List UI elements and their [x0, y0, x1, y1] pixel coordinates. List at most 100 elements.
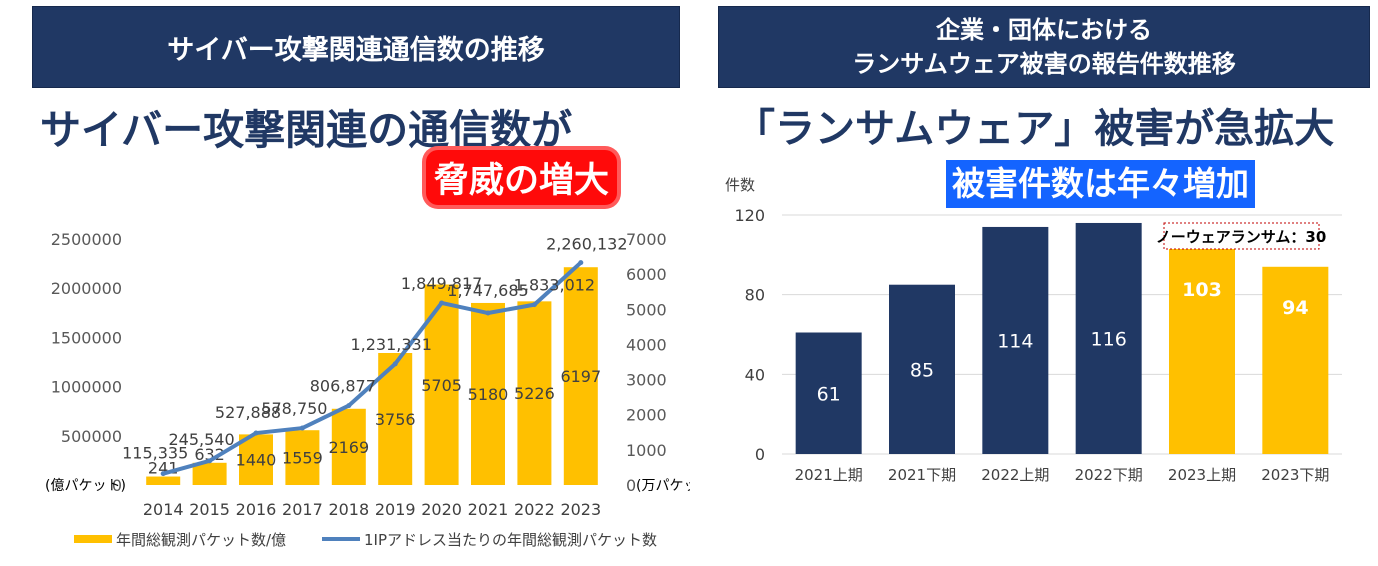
- packet-bar-label: 2169: [328, 438, 369, 457]
- right-axis-tick: 0: [626, 476, 636, 495]
- left-banner-title: サイバー攻撃関連通信数の推移: [167, 34, 545, 66]
- per-ip-point: [578, 260, 584, 266]
- right-axis-tick: 6000: [626, 265, 667, 284]
- left-axis-tick: 1000000: [51, 378, 122, 397]
- period-label: 2022下期: [1075, 466, 1143, 484]
- incident-bar-label: 85: [910, 359, 934, 381]
- right-axis-tick: 7000: [626, 230, 667, 249]
- per-ip-label: 2,260,132: [546, 235, 627, 254]
- packet-bar-label: 632: [194, 445, 225, 464]
- per-ip-label: 245,540: [169, 430, 235, 449]
- packet-bar: [517, 301, 552, 485]
- per-ip-point: [531, 302, 537, 308]
- per-ip-point: [299, 425, 305, 431]
- right-headline: 「ランサムウェア」被害が急拡大: [735, 106, 1335, 152]
- left-axis-tick: 1500000: [51, 328, 122, 347]
- incident-bar: [1169, 248, 1235, 454]
- packet-bar: [563, 267, 598, 485]
- period-label: 2023上期: [1168, 466, 1236, 484]
- left-axis-tick: 2000000: [51, 279, 122, 298]
- per-ip-point: [439, 300, 445, 306]
- legend-bar-swatch: [74, 535, 112, 543]
- incident-bar: [1075, 222, 1142, 454]
- per-ip-label: 806,877: [310, 377, 376, 396]
- right-banner-line2: ランサムウェア被害の報告件数推移: [852, 50, 1236, 78]
- year-label: 2023: [560, 500, 601, 519]
- per-ip-label: 115,335: [122, 444, 188, 463]
- incident-bar-label: 61: [817, 383, 841, 405]
- incident-bar-label: 103: [1182, 279, 1222, 301]
- per-ip-point: [346, 403, 352, 409]
- left-axis-tick: 500000: [61, 427, 122, 446]
- incident-bar-label: 94: [1282, 297, 1308, 319]
- right-axis-tick: 5000: [626, 300, 667, 319]
- right-banner: 企業・団体における ランサムウェア被害の報告件数推移: [718, 6, 1370, 88]
- packet-bar: [239, 434, 273, 485]
- year-label: 2017: [282, 500, 323, 519]
- left-axis-tick: 0: [112, 476, 122, 495]
- legend-bar-label: 年間総観測パケット数/億: [116, 531, 286, 549]
- per-ip-point: [392, 361, 398, 367]
- right-axis-tick: 4000: [626, 335, 667, 354]
- incident-bar: [795, 332, 862, 454]
- packet-bar: [285, 430, 320, 485]
- threat-increase-tag: 脅威の増大: [426, 150, 618, 205]
- year-label: 2015: [189, 500, 230, 519]
- packet-bar-label: 1440: [236, 451, 277, 470]
- year-label: 2018: [328, 500, 369, 519]
- per-ip-point: [160, 471, 166, 477]
- per-ip-label: 1,833,012: [514, 276, 595, 295]
- year-label: 2014: [143, 500, 184, 519]
- packet-bar-label: 3756: [375, 410, 416, 429]
- no-ware-ransom-callout-text: ノーウェアランサム：30: [1156, 228, 1327, 246]
- packet-bar-label: 5180: [468, 385, 509, 404]
- per-ip-line: [162, 261, 583, 476]
- per-ip-label: 578,750: [261, 399, 327, 418]
- packet-bar-label: 5705: [421, 376, 462, 395]
- y-axis-tick: 0: [755, 445, 765, 464]
- packet-bar: [331, 408, 366, 485]
- packet-bar-label: 1559: [282, 449, 323, 468]
- year-label: 2021: [468, 500, 509, 519]
- left-headline: サイバー攻撃関連の通信数が: [40, 106, 573, 154]
- packet-bar: [471, 302, 505, 485]
- packet-bar-label: 6197: [560, 367, 601, 386]
- incident-bar-label: 114: [997, 330, 1033, 352]
- right-axis-tick: 3000: [626, 371, 667, 390]
- packet-bar-label: 5226: [514, 384, 555, 403]
- packet-bar: [146, 476, 181, 485]
- left-banner: サイバー攻撃関連通信数の推移: [32, 6, 680, 88]
- year-label: 2019: [375, 500, 416, 519]
- per-ip-label: 1,231,331: [350, 335, 431, 354]
- incident-bar-label: 116: [1091, 328, 1127, 350]
- right-axis-unit: (万パケット): [636, 478, 690, 494]
- y-axis-tick: 120: [734, 206, 765, 225]
- right-banner-line1: 企業・団体における: [936, 16, 1152, 44]
- period-label: 2021上期: [795, 466, 863, 484]
- left-axis-tick: 2500000: [51, 230, 122, 249]
- incident-bar: [1262, 266, 1329, 454]
- per-ip-point: [253, 430, 259, 436]
- traffic-chart: 0 500000 1000000 1500000 2000000 2500000 (億パケッ…: [45, 230, 690, 549]
- incident-bar: [982, 226, 1049, 454]
- per-ip-label: 527,888: [215, 403, 281, 422]
- period-label: 2023下期: [1261, 466, 1329, 484]
- per-ip-label: 1,849,817: [401, 274, 482, 293]
- per-ip-point: [485, 310, 491, 316]
- period-label: 2021下期: [888, 466, 956, 484]
- no-ware-ransom-callout: [1163, 222, 1320, 250]
- year-label: 2020: [421, 500, 462, 519]
- cyber-attack-panel: サイバー攻撃関連通信数の推移 サイバー攻撃関連の通信数が 脅威の増大 0 5000…: [32, 6, 690, 549]
- right-axis-tick: 2000: [626, 406, 667, 425]
- yearly-increase-tag: 被害件数は年々増加: [946, 160, 1255, 208]
- period-label: 2022上期: [981, 466, 1049, 484]
- per-ip-point: [207, 458, 213, 464]
- y-axis-tick: 40: [745, 365, 765, 384]
- left-axis-unit: (億パケット): [45, 478, 126, 494]
- packet-bar: [192, 462, 227, 485]
- year-label: 2016: [236, 500, 277, 519]
- right-axis-tick: 1000: [626, 441, 667, 460]
- incident-bar: [889, 284, 955, 454]
- per-ip-label: 1,747,685: [447, 281, 528, 300]
- y-axis-title: 件数: [725, 176, 755, 194]
